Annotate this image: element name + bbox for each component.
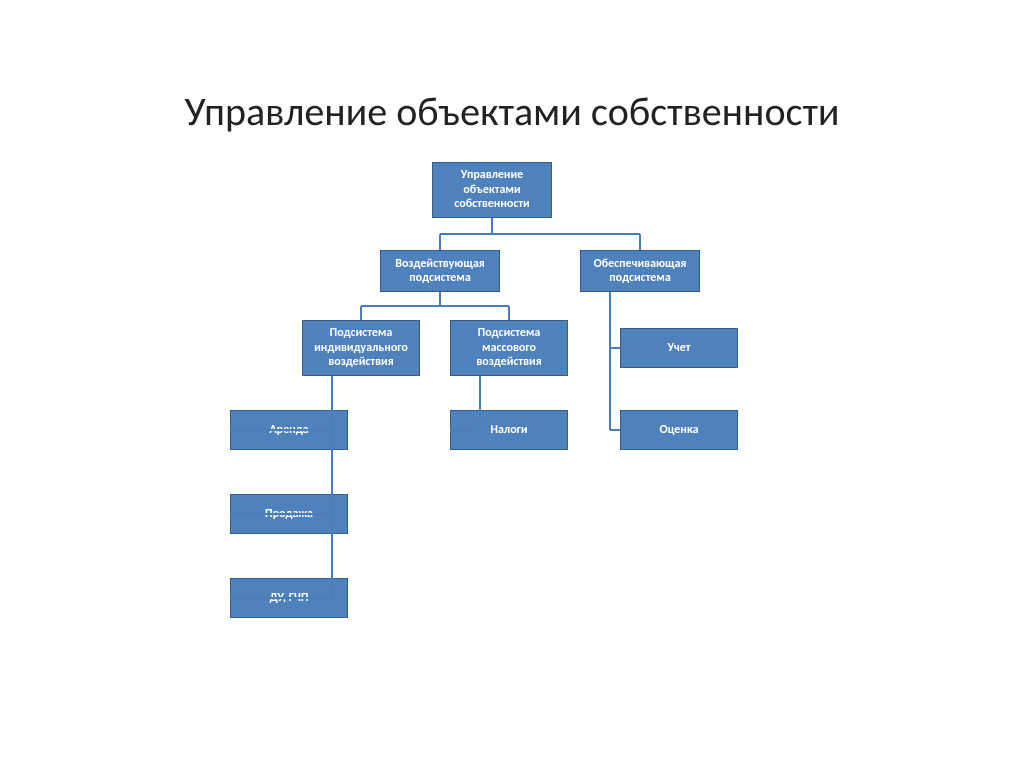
org-node-uchet: Учет bbox=[620, 328, 738, 368]
org-node-mass: Подсистема массового воздействия bbox=[450, 320, 568, 376]
org-node-label: Учет bbox=[668, 341, 691, 355]
org-node-support: Обеспечивающая подсистема bbox=[580, 250, 700, 292]
org-node-label: Воздействующая подсистема bbox=[387, 257, 493, 286]
org-node-label: Налоги bbox=[490, 423, 527, 437]
connector-drop-mass bbox=[508, 306, 510, 320]
page-title: Управление объектами собственности bbox=[0, 87, 1024, 136]
org-node-ocenka: Оценка bbox=[620, 410, 738, 450]
connector-drop-indiv bbox=[360, 306, 362, 320]
connector-arm-nalogi bbox=[450, 429, 480, 431]
connector-spine-support bbox=[609, 292, 611, 430]
org-node-impact: Воздействующая подсистема bbox=[380, 250, 500, 292]
connector-arm-uchet bbox=[610, 347, 620, 349]
connector-v-impact bbox=[439, 292, 441, 306]
connector-drop-impact bbox=[439, 234, 441, 250]
org-node-label: Оценка bbox=[659, 423, 698, 437]
connector-spine-mass bbox=[479, 376, 481, 430]
connector-drop-support bbox=[639, 234, 641, 250]
connector-arm-prodazha bbox=[230, 513, 332, 515]
connector-h-root bbox=[440, 233, 640, 235]
org-node-label: Обеспечивающая подсистема bbox=[587, 257, 693, 286]
org-node-label: Подсистема массового воздействия bbox=[457, 326, 561, 369]
org-node-label: Управление объектами собственности bbox=[439, 168, 545, 211]
org-node-indiv: Подсистема индивидуального воздействия bbox=[302, 320, 420, 376]
org-node-label: Подсистема индивидуального воздействия bbox=[309, 326, 413, 369]
connector-arm-ocenka bbox=[610, 429, 620, 431]
connector-spine-indiv bbox=[331, 376, 333, 598]
connector-v-root bbox=[491, 218, 493, 234]
connector-h-impact bbox=[361, 305, 509, 307]
connector-arm-du bbox=[230, 597, 332, 599]
connector-arm-arenda bbox=[230, 429, 332, 431]
org-node-root: Управление объектами собственности bbox=[432, 162, 552, 218]
